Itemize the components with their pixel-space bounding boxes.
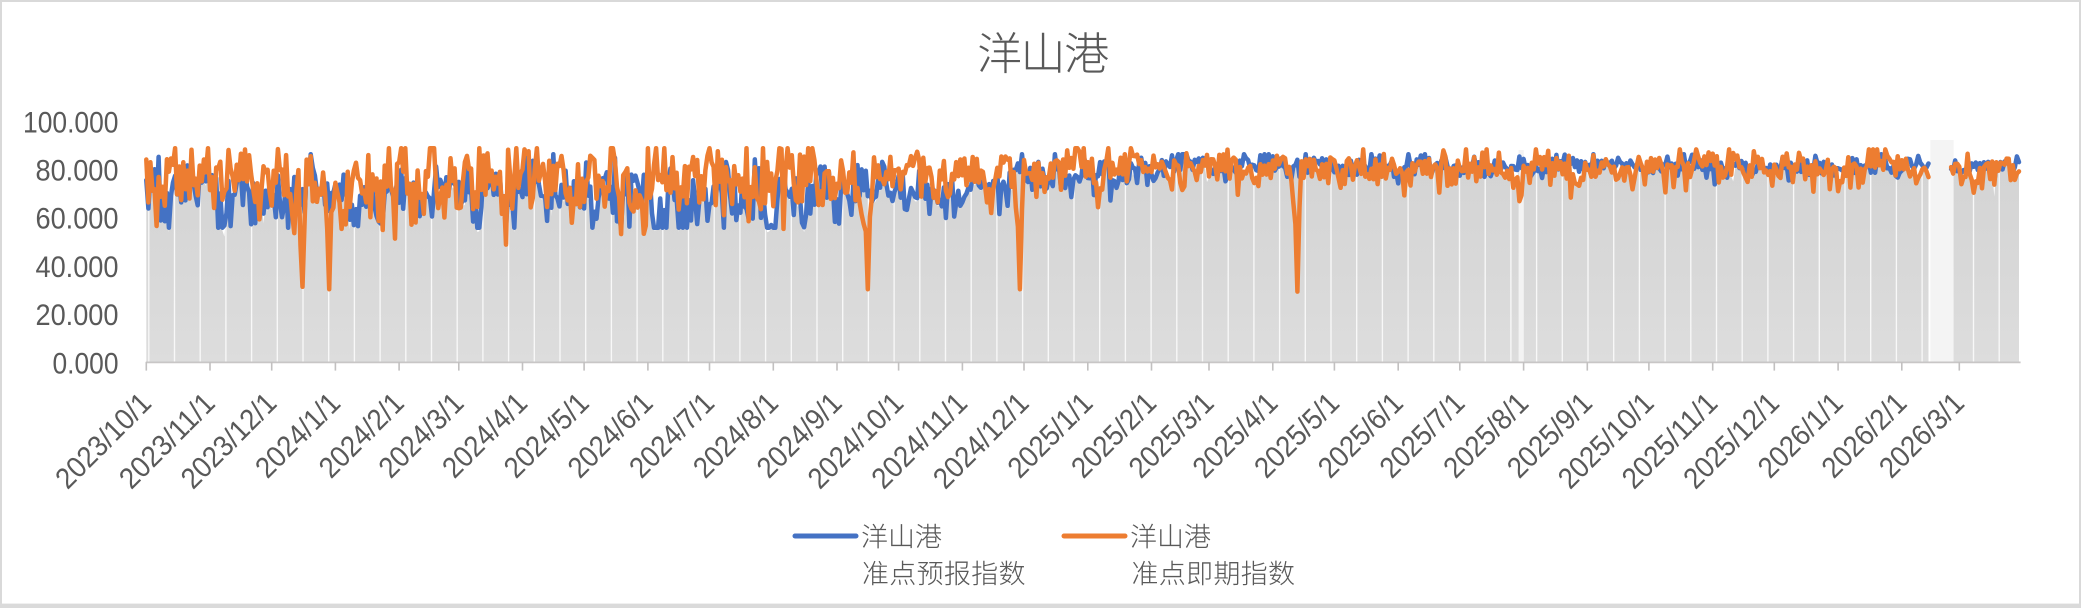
svg-text:100.000: 100.000 (23, 106, 119, 139)
svg-text:0.000: 0.000 (53, 347, 119, 380)
svg-text:20.000: 20.000 (36, 299, 119, 332)
svg-text:80.000: 80.000 (36, 155, 119, 188)
svg-text:40.000: 40.000 (36, 251, 119, 284)
svg-text:60.000: 60.000 (36, 203, 119, 236)
